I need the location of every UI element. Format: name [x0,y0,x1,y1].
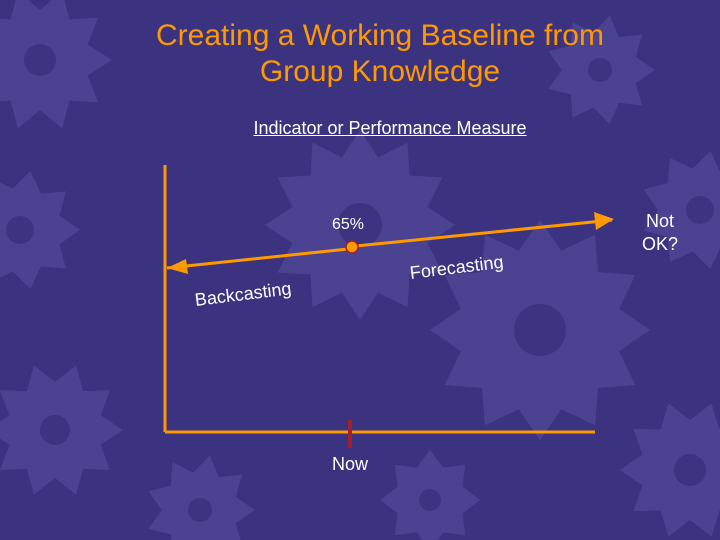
percent-label: 65% [332,216,364,234]
not-ok-label: NotOK? [630,210,690,257]
slide: Creating a Working Baseline from Group K… [0,0,720,540]
content-layer: Creating a Working Baseline from Group K… [0,0,720,540]
now-label: Now [332,454,368,475]
